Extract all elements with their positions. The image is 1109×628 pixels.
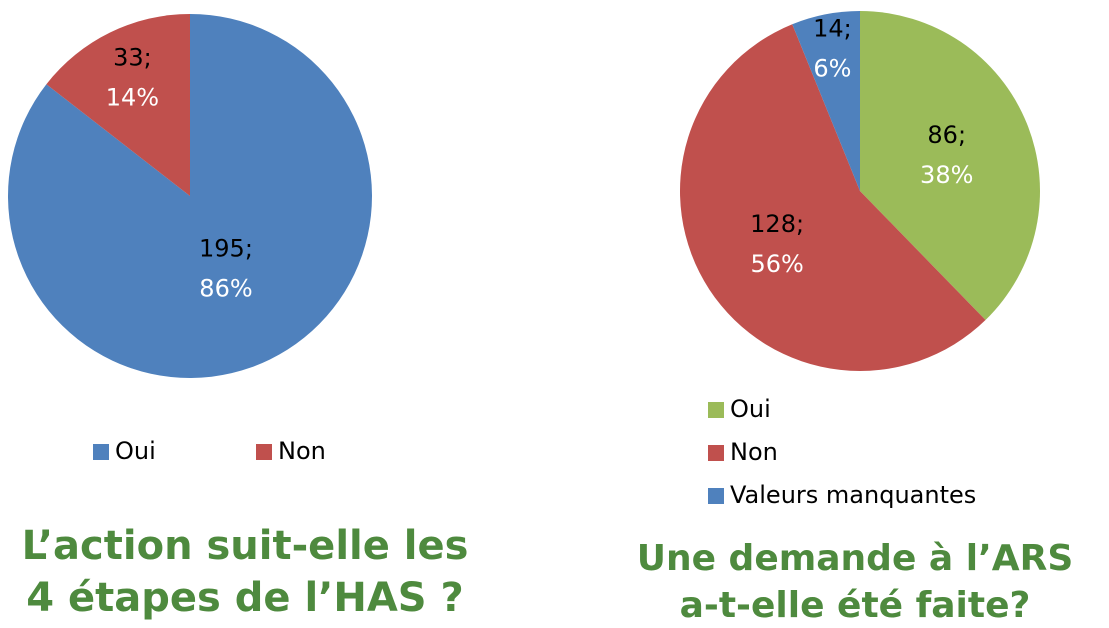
chart-title: 4 étapes de l’HAS ?	[26, 575, 463, 621]
value-label: 33;	[113, 43, 152, 71]
legend-swatch	[708, 402, 724, 418]
percent-label: 86%	[199, 275, 252, 303]
pie-slice	[8, 14, 373, 378]
legend-swatch	[93, 444, 109, 460]
pie-slice	[860, 11, 1041, 321]
value-label: 14;	[813, 15, 852, 43]
legend-label: Oui	[730, 395, 771, 423]
percent-label: 6%	[813, 55, 851, 83]
chart-title: Une demande à l’ARS	[637, 538, 1074, 579]
legend-swatch	[708, 445, 724, 461]
legend-label: Oui	[115, 437, 156, 465]
legend-swatch	[256, 444, 272, 460]
legend-swatch	[708, 488, 724, 504]
percent-label: 38%	[920, 161, 973, 189]
pie-slice	[679, 24, 986, 372]
chart-title: L’action suit-elle les	[22, 523, 469, 569]
pie-slice	[792, 11, 860, 191]
percent-label: 14%	[106, 83, 159, 111]
chart-title: a-t-elle été faite?	[680, 585, 1031, 626]
pie-slice	[46, 14, 190, 196]
value-label: 195;	[199, 235, 253, 263]
percent-label: 56%	[750, 250, 803, 278]
legend-label: Non	[278, 437, 326, 465]
value-label: 128;	[750, 210, 804, 238]
legend-label: Valeurs manquantes	[730, 481, 976, 509]
value-label: 86;	[927, 121, 966, 149]
legend-label: Non	[730, 438, 778, 466]
